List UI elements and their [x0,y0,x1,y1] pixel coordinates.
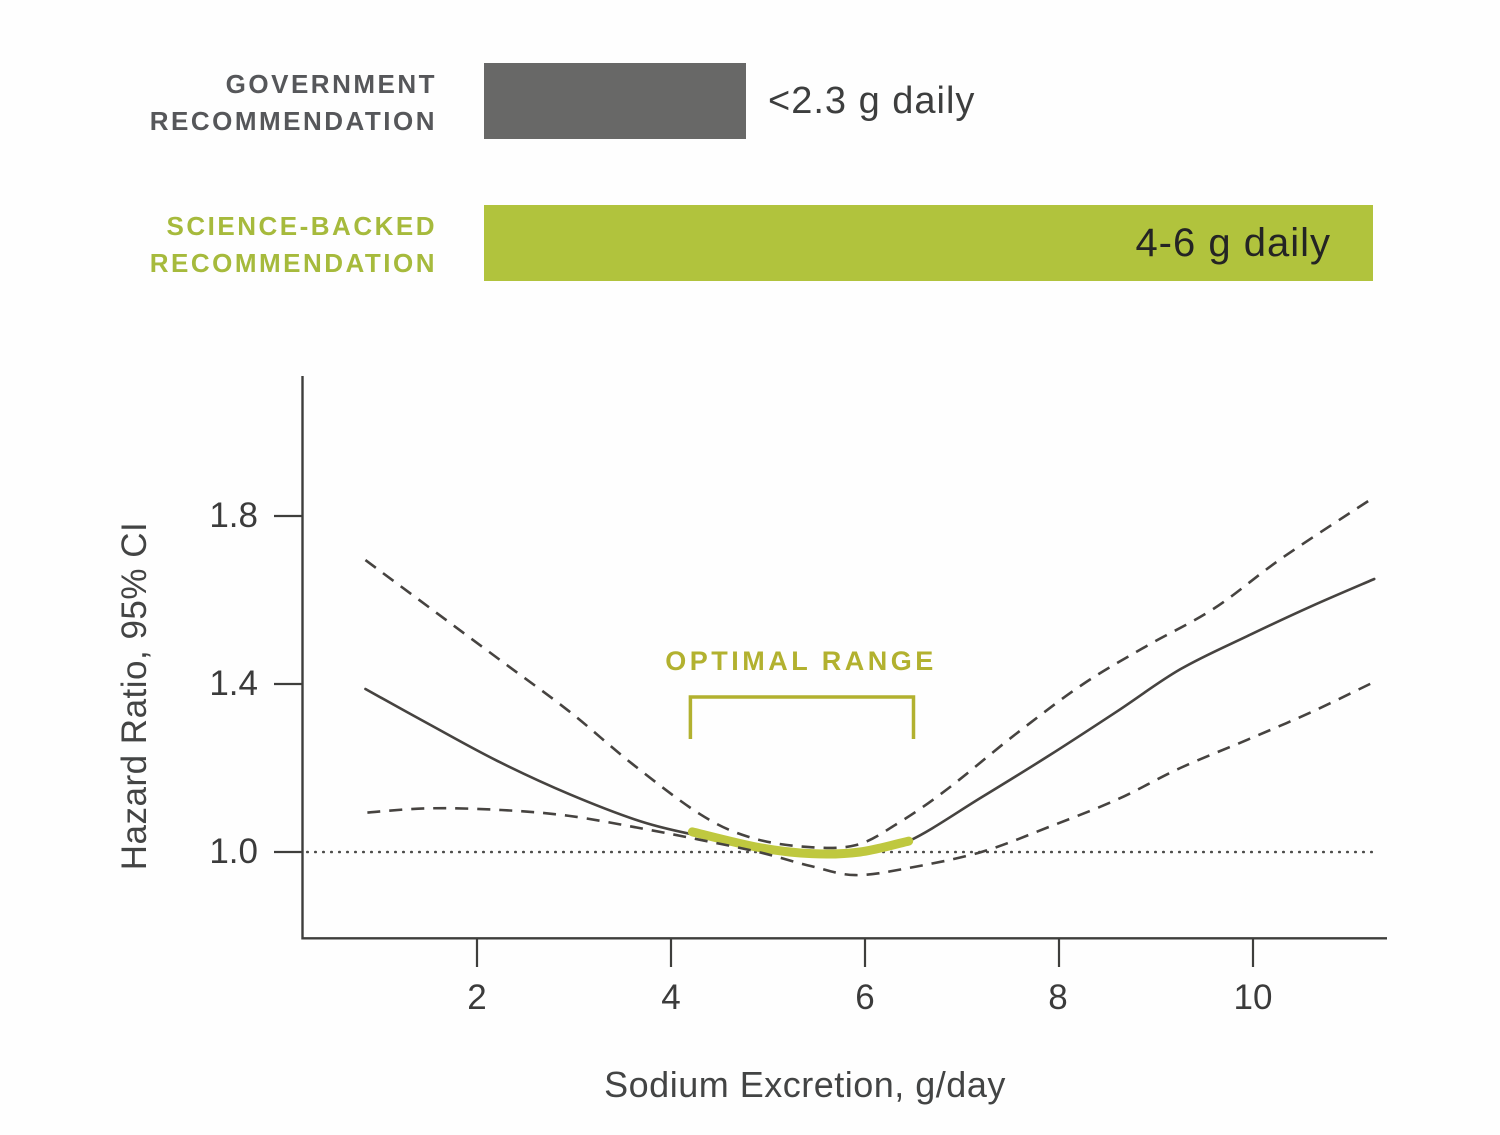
y-axis-title: Hazard Ratio, 95% CI [115,521,154,871]
y-tick-label-1_8: 1.8 [209,496,258,535]
science-recommendation-label-line2: RECOMMENDATION [149,248,437,278]
x-tick-label-8: 8 [1048,978,1068,1017]
optimal-range-annotation-label: OPTIMAL RANGE [665,646,937,676]
government-recommendation-value: <2.3 g daily [768,80,976,122]
series-ci-lower-95 [367,680,1375,877]
y-tick-label-1_0: 1.0 [209,832,258,871]
science-recommendation-label: SCIENCE-BACKED RECOMMENDATION [95,208,437,282]
optimal-range-bracket [688,695,916,739]
series-optimal-range-segment [687,827,914,859]
x-tick-label-10: 10 [1233,978,1273,1017]
y-tick-label-1_4: 1.4 [209,664,258,703]
science-recommendation-label-line1: SCIENCE-BACKED [166,211,437,241]
government-recommendation-label-line2: RECOMMENDATION [149,106,437,136]
government-recommendation-label: GOVERNMENT RECOMMENDATION [95,66,437,140]
x-tick-label-2: 2 [467,978,487,1017]
x-axis-title: Sodium Excretion, g/day [604,1064,1006,1105]
x-tick-label-6: 6 [855,978,875,1017]
x-tick-label-4: 4 [661,978,681,1017]
series-ci-upper-95 [364,496,1375,850]
government-recommendation-label-line1: GOVERNMENT [225,69,437,99]
science-recommendation-bar: 4-6 g daily [484,205,1373,281]
science-recommendation-value: 4-6 g daily [1135,221,1331,265]
series-hazard-ratio [364,577,1376,856]
government-recommendation-bar [484,63,746,139]
